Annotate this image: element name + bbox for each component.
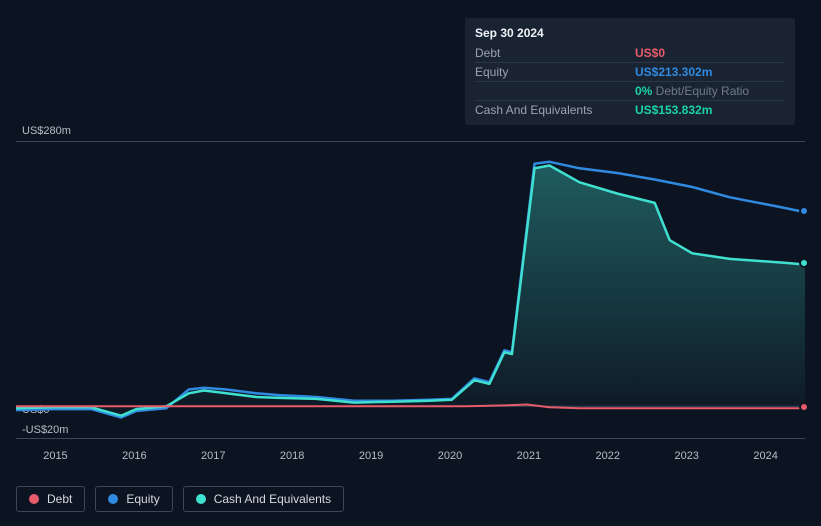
data-tooltip: Sep 30 2024 Debt US$0 Equity US$213.302m… <box>465 18 795 125</box>
series-end-dot <box>799 206 809 216</box>
x-axis-tick: 2015 <box>16 450 95 462</box>
legend-swatch <box>108 494 118 504</box>
legend-label: Cash And Equivalents <box>214 492 331 506</box>
tooltip-row-label <box>475 82 627 101</box>
x-axis-tick: 2024 <box>726 450 805 462</box>
tooltip-row-value: US$0 <box>627 44 785 63</box>
tooltip-row-value: US$213.302m <box>627 63 785 82</box>
legend: Debt Equity Cash And Equivalents <box>16 486 344 512</box>
tooltip-row-value: US$153.832m <box>627 101 785 120</box>
x-axis: 2015201620172018201920202021202220232024 <box>16 450 805 462</box>
plot-top-line <box>16 141 805 142</box>
tooltip-row-value: 0% Debt/Equity Ratio <box>627 82 785 101</box>
x-axis-tick: 2019 <box>332 450 411 462</box>
x-axis-tick: 2023 <box>647 450 726 462</box>
x-axis-tick: 2016 <box>95 450 174 462</box>
x-axis-tick: 2018 <box>253 450 332 462</box>
x-axis-tick: 2022 <box>568 450 647 462</box>
legend-swatch <box>196 494 206 504</box>
y-axis-bottom-label: -US$20m <box>22 424 68 436</box>
legend-label: Equity <box>126 492 159 506</box>
x-axis-tick: 2021 <box>489 450 568 462</box>
legend-item[interactable]: Equity <box>95 486 172 512</box>
series-end-dot <box>799 258 809 268</box>
plot-bottom-line <box>16 438 805 439</box>
tooltip-row-label: Debt <box>475 44 627 63</box>
tooltip-date: Sep 30 2024 <box>475 24 785 44</box>
chart-svg <box>16 145 805 425</box>
tooltip-row-label: Cash And Equivalents <box>475 101 627 120</box>
legend-label: Debt <box>47 492 72 506</box>
chart-area[interactable] <box>16 145 805 425</box>
y-axis-top-label: US$280m <box>22 125 71 137</box>
x-axis-tick: 2017 <box>174 450 253 462</box>
legend-item[interactable]: Cash And Equivalents <box>183 486 344 512</box>
x-axis-tick: 2020 <box>411 450 490 462</box>
tooltip-table: Debt US$0 Equity US$213.302m 0% Debt/Equ… <box>475 44 785 119</box>
series-end-dot <box>799 402 809 412</box>
legend-swatch <box>29 494 39 504</box>
tooltip-row-label: Equity <box>475 63 627 82</box>
legend-item[interactable]: Debt <box>16 486 85 512</box>
